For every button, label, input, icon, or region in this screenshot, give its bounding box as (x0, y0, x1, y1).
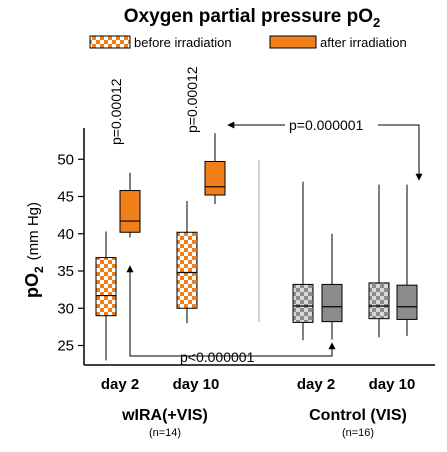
box-wira-day2-after (119, 172, 141, 238)
legend-label-after: after irradiation (320, 35, 407, 50)
legend: before irradiation after irradiation (89, 35, 407, 50)
y-tick-label: 50 (57, 151, 74, 168)
box-iqr (368, 282, 390, 320)
box-control-day10-after (396, 184, 418, 336)
group-n-control: (n=16) (342, 427, 374, 439)
y-tick-label: 35 (57, 263, 74, 280)
box-control-day10-before (368, 184, 390, 338)
pvalue-day10-comparison: p=0.000001 (289, 117, 364, 133)
y-axis-label: pO2(mm Hg) (22, 202, 46, 298)
box-wira-day10-after (204, 133, 226, 204)
day-label-wira-day10: day 10 (173, 376, 220, 393)
y-tick-label: 25 (57, 338, 74, 355)
group-label-control: Control (VIS) (309, 407, 407, 424)
legend-swatch-after (269, 35, 317, 49)
y-tick-label: 40 (57, 226, 74, 243)
box-iqr (396, 284, 418, 320)
day-label-control-day10: day 10 (369, 376, 416, 393)
y-tick-label: 30 (57, 300, 74, 317)
pvalue-day2-comparison: p<0.000001 (180, 349, 255, 365)
legend-swatch-before (89, 35, 131, 49)
y-ticks: 25 30 35 40 45 50 (57, 151, 84, 355)
chart-title: Oxygen partial pressure pO2 (124, 6, 380, 30)
box-wira-day10-before (176, 200, 198, 324)
y-tick-label: 45 (57, 189, 74, 206)
legend-label-before: before irradiation (134, 35, 232, 50)
arrow-day2-comparison (126, 265, 336, 357)
box-iqr (119, 190, 141, 233)
group-label-wira: wIRA(+VIS) (121, 407, 208, 424)
box-control-day2-after (321, 233, 343, 340)
box-control-day2-before (292, 181, 314, 341)
arrow-day10-right (378, 124, 423, 181)
pvalue-wira-day10: p=0.00012 (184, 66, 200, 133)
group-n-wira: (n=14) (149, 427, 181, 439)
pvalue-wira-day2: p=0.00012 (108, 78, 124, 145)
boxes (95, 133, 418, 361)
day-label-wira-day2: day 2 (101, 376, 139, 393)
box-iqr (204, 160, 226, 196)
box-iqr (292, 283, 314, 323)
comparison-arrows (126, 121, 423, 357)
day-label-control-day2: day 2 (297, 376, 335, 393)
box-iqr (95, 257, 117, 317)
box-iqr (176, 231, 198, 309)
box-iqr (321, 283, 343, 323)
box-wira-day2-before (95, 231, 117, 361)
